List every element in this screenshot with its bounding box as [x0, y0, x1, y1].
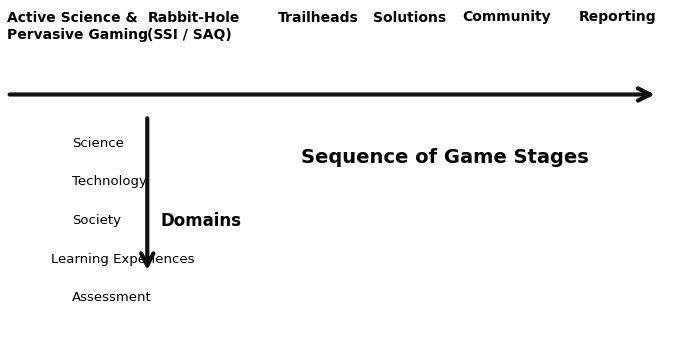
Text: Solutions: Solutions — [373, 10, 447, 25]
Text: Assessment: Assessment — [72, 291, 151, 304]
Text: Learning Experiences: Learning Experiences — [51, 252, 195, 266]
Text: Society: Society — [72, 214, 121, 227]
Text: Domains: Domains — [161, 211, 242, 230]
Text: Reporting: Reporting — [579, 10, 656, 25]
Text: Science: Science — [72, 137, 124, 150]
Text: Rabbit-Hole
(SSI / SAQ): Rabbit-Hole (SSI / SAQ) — [147, 10, 240, 42]
Text: Technology: Technology — [72, 175, 147, 189]
Text: Sequence of Game Stages: Sequence of Game Stages — [301, 148, 589, 167]
Text: Trailheads: Trailheads — [277, 10, 358, 25]
Text: Community: Community — [462, 10, 551, 25]
Text: Active Science &
Pervasive Gaming: Active Science & Pervasive Gaming — [7, 10, 148, 42]
